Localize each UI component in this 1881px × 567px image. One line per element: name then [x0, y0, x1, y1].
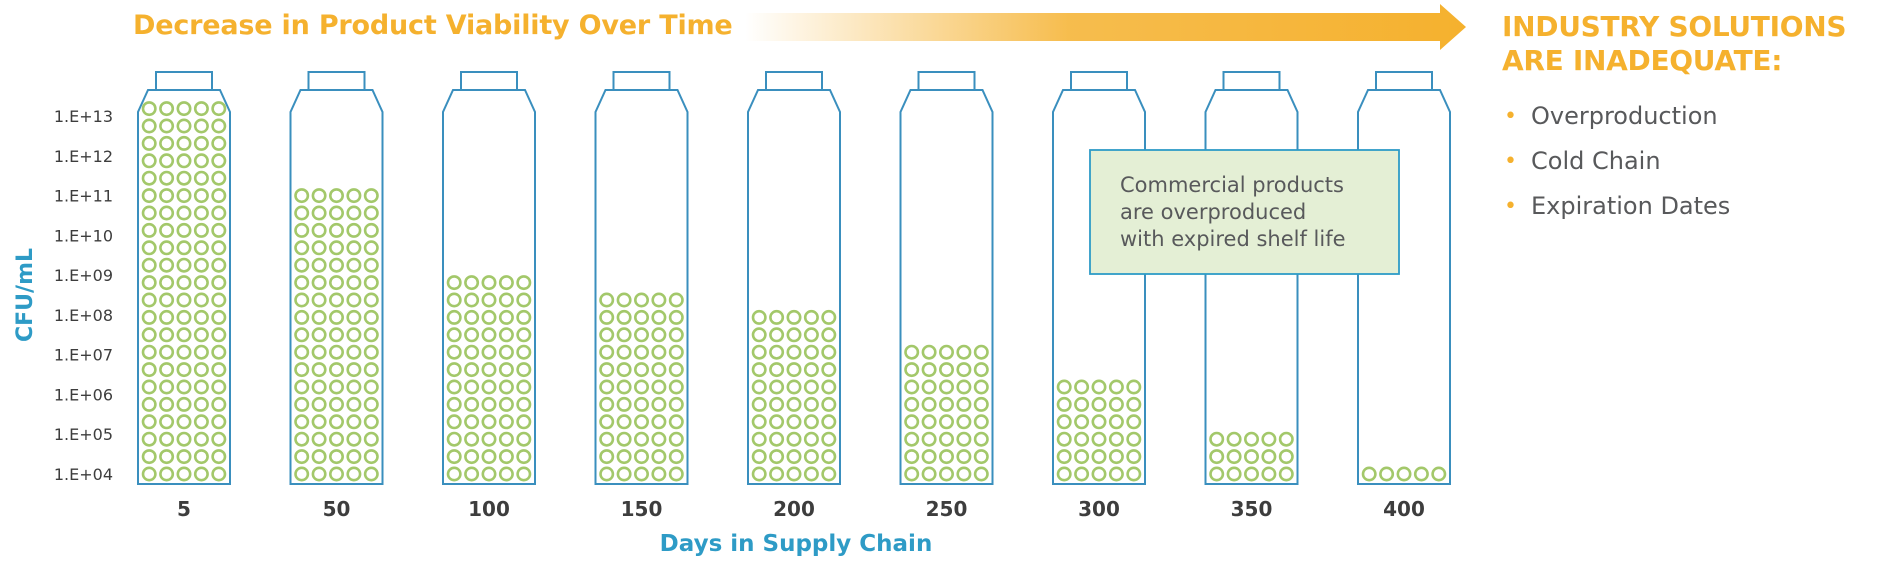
bottle-cap — [765, 71, 823, 91]
x-tick-label: 100 — [468, 497, 510, 521]
bar-fill — [1056, 379, 1142, 482]
bottle-bar — [1204, 71, 1299, 485]
x-tick-label: 300 — [1078, 497, 1120, 521]
bar-fill — [1209, 431, 1294, 482]
panel-heading-line2: ARE INADEQUATE: — [1502, 44, 1783, 77]
bar-fill — [446, 275, 532, 482]
x-tick-label: 400 — [1383, 497, 1425, 521]
industry-solutions-panel: INDUSTRY SOLUTIONS ARE INADEQUATE: • Over… — [1502, 10, 1872, 229]
list-item: • Cold Chain — [1502, 139, 1872, 184]
bullet-icon: • — [1504, 149, 1517, 174]
bottle-cap — [307, 71, 366, 91]
callout-box: Commercial products are overproduced with … — [1089, 149, 1400, 275]
list-item-label: Cold Chain — [1531, 147, 1661, 175]
chart-title: Decrease in Product Viability Over Time — [133, 10, 733, 41]
bottle-bar — [289, 71, 384, 485]
callout-text-line: are overproduced — [1120, 200, 1306, 224]
y-tick-label: 1.E+07 — [54, 346, 113, 365]
bottle-cap — [460, 71, 518, 91]
x-tick-label: 250 — [926, 497, 968, 521]
callout-text-line: Commercial products — [1120, 173, 1344, 197]
x-tick-label: 350 — [1231, 497, 1273, 521]
x-tick-label: 50 — [323, 497, 351, 521]
bar-fill — [751, 309, 837, 482]
bottle-cap — [155, 71, 213, 91]
y-tick-label: 1.E+08 — [54, 306, 113, 325]
list-item-label: Overproduction — [1531, 102, 1718, 130]
bottle-cap — [612, 71, 671, 91]
x-tick-label: 200 — [773, 497, 815, 521]
bottle-cap — [1070, 71, 1128, 91]
y-tick-label: 1.E+09 — [54, 266, 113, 285]
bar-fill — [294, 188, 379, 482]
bottle-cap — [917, 71, 976, 91]
panel-list: • Overproduction • Cold Chain • Expiration … — [1502, 94, 1872, 229]
bottle-bar — [747, 71, 841, 485]
bottle-bar — [442, 71, 536, 485]
bar-fill — [141, 101, 227, 482]
y-tick-label: 1.E+12 — [54, 147, 113, 166]
x-axis-label: Days in Supply Chain — [660, 531, 933, 557]
panel-heading-line1: INDUSTRY SOLUTIONS — [1502, 10, 1847, 43]
y-tick-label: 1.E+10 — [54, 226, 113, 245]
bar-fill — [904, 344, 989, 482]
bottle-bar — [899, 71, 994, 485]
y-tick-label: 1.E+13 — [54, 107, 113, 126]
list-item-label: Expiration Dates — [1531, 192, 1731, 220]
bar-fill — [599, 292, 684, 482]
bottle-cap — [1375, 71, 1433, 91]
bottle-body — [594, 89, 689, 485]
y-tick-label: 1.E+06 — [54, 385, 113, 404]
bottle-bar — [1052, 71, 1146, 485]
y-axis-label: CFU/mL — [13, 248, 38, 342]
bottle-cap — [1222, 71, 1281, 91]
list-item: • Expiration Dates — [1502, 184, 1872, 229]
x-tick-label: 5 — [177, 497, 191, 521]
bottle-body — [899, 89, 994, 485]
bullet-icon: • — [1504, 104, 1517, 129]
y-tick-label: 1.E+11 — [54, 187, 113, 206]
y-tick-label: 1.E+05 — [54, 425, 113, 444]
bottle-body — [747, 89, 841, 485]
callout-text-line: with expired shelf life — [1120, 227, 1346, 251]
x-tick-label: 150 — [621, 497, 663, 521]
bar-fill — [1361, 466, 1447, 482]
bottle-bar — [1357, 71, 1451, 485]
bottle-bar — [594, 71, 689, 485]
timeline-arrow-icon — [745, 4, 1466, 50]
y-tick-label: 1.E+04 — [54, 465, 113, 484]
list-item: • Overproduction — [1502, 94, 1872, 139]
bottle-bar — [137, 71, 231, 485]
bullet-icon: • — [1504, 194, 1517, 219]
panel-heading: INDUSTRY SOLUTIONS ARE INADEQUATE: — [1502, 10, 1872, 78]
